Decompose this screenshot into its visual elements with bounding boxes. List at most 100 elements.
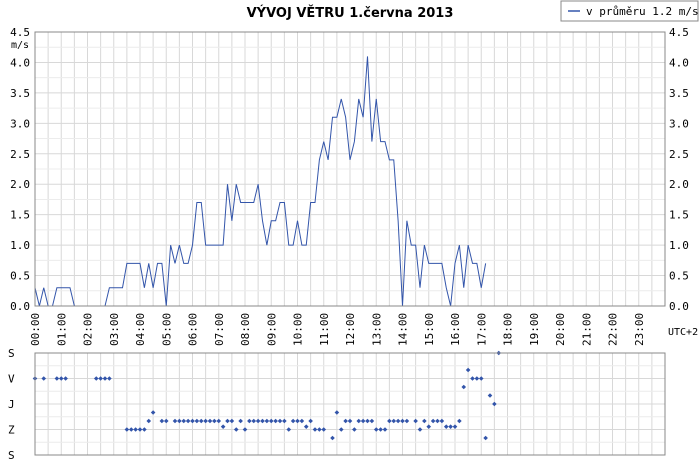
speed-y-tick-label: 1.5 [669,209,689,222]
speed-y-tick-label: 4.0 [10,56,30,69]
speed-y-tick-label: 4.0 [669,56,689,69]
time-tick-label: 05:00 [160,313,173,346]
time-tick-label: 12:00 [344,313,357,346]
direction-point [352,427,357,432]
time-tick-label: 16:00 [449,313,462,346]
speed-y-tick-label: 3.5 [10,87,30,100]
time-tick-label: 08:00 [239,313,252,346]
direction-point [207,418,213,424]
direction-point [163,418,169,424]
direction-point [216,418,222,424]
direction-point [150,410,156,415]
direction-y-tick-label: S [8,449,15,460]
time-tick-label: 04:00 [134,313,147,346]
direction-point [264,418,270,424]
direction-point [321,427,327,432]
speed-y-tick-label: 0.0 [10,300,30,313]
speed-y-tick-label: 2.0 [10,178,30,191]
direction-point [58,376,64,381]
direction-point [282,418,287,424]
direction-point [137,427,143,432]
time-tick-label: 01:00 [55,313,68,346]
direction-point [268,418,274,424]
y-unit-label: m/s [11,40,29,51]
direction-point [360,418,366,424]
speed-y-tick-label: 4.5 [10,26,30,39]
direction-y-tick-label: V [8,373,15,386]
direction-point [286,427,292,432]
direction-point [373,427,379,432]
direction-point [413,418,418,424]
direction-point [317,427,322,432]
direction-point [426,424,432,429]
direction-point [142,427,147,432]
legend-label: v průměru 1.2 m/s [586,5,699,18]
direction-y-tick-label: Z [8,424,15,437]
direction-point [369,418,375,424]
time-tick-label: 13:00 [370,313,383,346]
direction-point [404,418,410,424]
time-tick-label: 23:00 [633,313,646,346]
direction-y-tick-label: J [8,398,15,411]
direction-point [290,418,296,424]
time-tick-label: 09:00 [265,313,278,346]
direction-point [146,418,152,424]
time-tick-label: 21:00 [580,313,593,346]
direction-point [312,427,318,432]
speed-y-tick-label: 3.0 [10,117,30,130]
direction-point [107,376,112,381]
direction-point [452,424,458,429]
time-tick-label: 06:00 [187,313,200,346]
direction-point [334,410,340,415]
time-tick-label: 15:00 [423,313,436,346]
direction-point [295,418,300,424]
time-tick-label: 03:00 [108,313,121,346]
speed-y-tick-label: 1.0 [10,239,30,252]
direction-point [478,376,484,381]
direction-point [251,418,257,424]
direction-point [190,418,195,424]
direction-point [181,418,187,424]
direction-point [330,435,335,441]
direction-point [225,418,230,424]
time-tick-label: 02:00 [82,313,95,346]
speed-y-tick-label: 0.5 [669,270,689,283]
direction-point [439,418,445,424]
time-tick-label: 18:00 [502,313,515,346]
speed-y-tick-label: 0.5 [10,270,30,283]
direction-point [391,418,397,424]
speed-plot-grid [34,31,666,307]
direction-point [212,418,217,424]
direction-point [198,418,204,424]
time-tick-label: 19:00 [528,313,541,346]
direction-point [430,418,436,424]
direction-plot-grid [34,352,666,456]
direction-point [400,418,405,424]
direction-point [347,418,353,424]
direction-plot-frame [34,352,666,456]
direction-point [172,418,178,424]
direction-point [63,376,68,381]
direction-point [387,418,392,424]
direction-point [124,427,130,432]
legend-box [560,0,699,22]
direction-point [273,418,278,424]
direction-point [102,376,108,381]
direction-point [338,427,344,432]
chart-title: VÝVOJ VĚTRU 1.června 2013 [247,5,454,21]
speed-y-ticks-left: 0.0 0.5 1.0 1.5 2.0 2.5 3.0 3.5 4.0 4.5 [10,26,30,313]
direction-point [483,435,488,441]
direction-point [487,393,493,398]
direction-point [185,418,191,424]
direction-point [242,427,248,432]
time-tick-label: 07:00 [213,313,226,346]
direction-point [422,418,427,424]
time-tick-label: 14:00 [397,313,410,346]
time-tick-label: 11:00 [318,313,331,346]
speed-series-line [34,56,487,307]
direction-series-points [32,350,502,441]
speed-plot-frame [34,31,666,307]
direction-point [229,418,235,424]
